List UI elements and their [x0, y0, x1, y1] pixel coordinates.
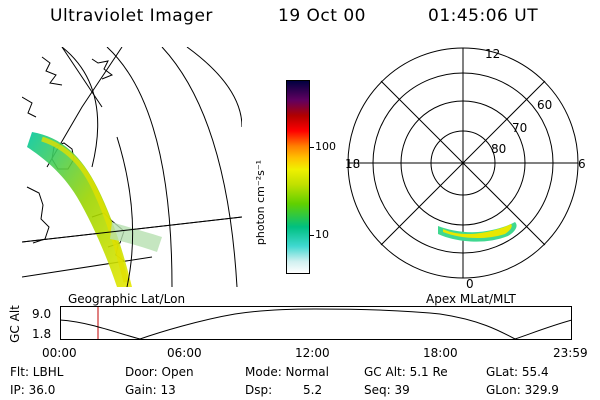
- geographic-map-panel: [22, 47, 242, 287]
- mlat-label-70: 70: [512, 121, 528, 135]
- info-dsp-label: Dsp:: [245, 383, 273, 397]
- mlt-label-6: 6: [578, 157, 586, 171]
- colorbar-tick-100: 100: [315, 140, 336, 153]
- altitude-ytick-9: 9.0: [32, 307, 52, 321]
- mlt-label-18: 18: [345, 157, 361, 171]
- app-title: Ultraviolet Imager: [50, 6, 213, 26]
- altitude-xtick-0600: 06:00: [167, 346, 202, 360]
- colorbar-tick-10: 10: [315, 228, 329, 241]
- polar-mlat-mlt-plot: [347, 47, 579, 279]
- mlat-label-80: 80: [491, 142, 507, 156]
- altitude-xtick-1800: 18:00: [423, 346, 458, 360]
- mlt-label-12: 12: [485, 47, 501, 61]
- altitude-ylabel: GC Alt: [7, 305, 22, 343]
- left-panel-caption: Geographic Lat/Lon: [68, 292, 186, 306]
- info-glon: GLon: 329.9: [486, 383, 559, 397]
- info-seq: Seq: 39: [364, 383, 410, 397]
- info-door: Door: Open: [125, 365, 194, 379]
- info-ip: IP: 36.0: [10, 383, 56, 397]
- mlat-label-60: 60: [537, 98, 553, 112]
- info-gc-alt: GC Alt: 5.1 Re: [364, 365, 448, 379]
- polar-aurora: [438, 222, 517, 242]
- altitude-ytick-1-8: 1.8: [32, 327, 52, 341]
- observation-time: 01:45:06 UT: [428, 6, 539, 26]
- observation-date: 19 Oct 00: [278, 6, 366, 26]
- right-panel-caption: Apex MLat/MLT: [426, 292, 516, 306]
- info-glat: GLat: 55.4: [486, 365, 549, 379]
- aurora-band: [27, 132, 132, 287]
- info-mode: Mode: Normal: [245, 365, 329, 379]
- altitude-xtick-1200: 12:00: [295, 346, 330, 360]
- altitude-xtick-2359: 23:59: [553, 346, 588, 360]
- colorbar: [286, 80, 310, 274]
- info-dsp-value: 5.2: [303, 383, 323, 397]
- mlt-label-0: 0: [466, 277, 474, 291]
- info-gain: Gain: 13: [125, 383, 176, 397]
- colorbar-unit-label: photon cm⁻²s⁻¹: [254, 159, 268, 246]
- altitude-xtick-0000: 00:00: [42, 346, 77, 360]
- info-flt: Flt: LBHL: [10, 365, 64, 379]
- altitude-plot: [60, 306, 572, 340]
